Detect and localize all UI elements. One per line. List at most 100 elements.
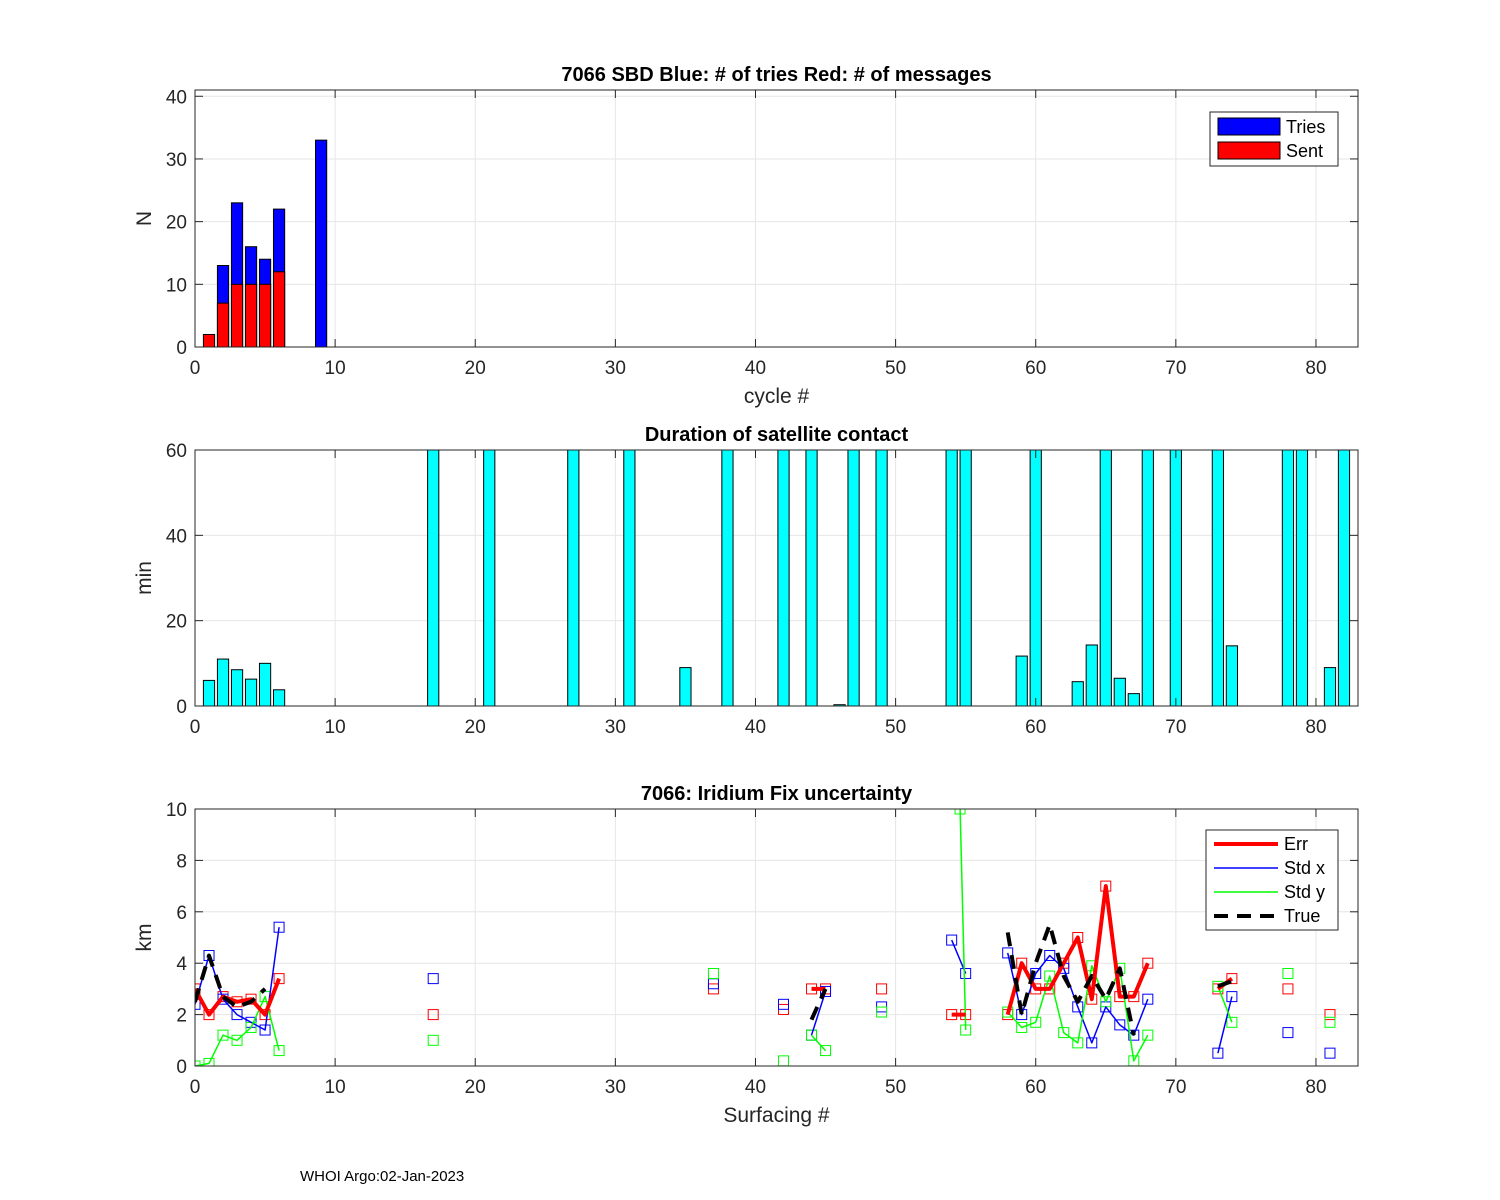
bar-sent (258, 283, 272, 348)
x-tick-label: 50 (885, 1077, 906, 1098)
legend-label-err: Err (1284, 834, 1308, 854)
bar-duration (1127, 693, 1140, 707)
x-axis-label: Surfacing # (723, 1104, 830, 1127)
legend-label-tries: Tries (1286, 117, 1325, 137)
legend-label-std-x: Std x (1284, 858, 1325, 878)
bar-duration (679, 667, 692, 707)
x-tick-label: 80 (1305, 358, 1326, 379)
bar-duration (483, 449, 496, 707)
line-true (195, 922, 1233, 1036)
sbd-tries-chart: 0 10 20 30 40 50 60 70 80 0 10 20 30 40 7066 SBD Blue:… (133, 64, 1359, 408)
bar-duration (216, 658, 230, 707)
marker-std-x (1142, 993, 1154, 1005)
chart-title: 7066 SBD Blue: # of tries Red: # of mess… (561, 64, 991, 86)
plot-area (195, 450, 1358, 706)
bar-duration (623, 449, 636, 707)
marker-std-x (273, 921, 285, 933)
marker-std-x (1030, 967, 1042, 979)
bar-sent (272, 271, 286, 348)
marker-err (946, 1009, 958, 1021)
footer-text: WHOI Argo:02-Jan-2023 (300, 1168, 465, 1185)
marker-std-x (1044, 949, 1056, 961)
marker-std-y (1142, 1029, 1154, 1041)
bar-duration (244, 678, 258, 707)
legend-label-std-y: Std y (1284, 882, 1325, 902)
marker-std-x (1114, 1019, 1126, 1031)
bar-duration (1169, 449, 1182, 707)
chart-title: 7066: Iridium Fix uncertainty (641, 783, 913, 805)
bar-duration (721, 449, 734, 707)
marker-std-y (1030, 1016, 1042, 1028)
legend-swatch-sent (1217, 141, 1281, 160)
x-tick-label: 70 (1165, 717, 1186, 738)
marker-std-y (1226, 1016, 1238, 1028)
y-tick-label: 4 (176, 954, 187, 975)
marker-std-y (820, 1045, 832, 1057)
bar-duration (777, 449, 790, 707)
bar-duration (1225, 645, 1238, 707)
marker-std-y (1044, 970, 1056, 982)
chart-title: Duration of satellite contact (645, 424, 909, 446)
marker-std-x (1324, 1047, 1336, 1059)
x-tick-label: 30 (605, 717, 626, 738)
bar-duration (427, 449, 440, 707)
marker-std-y (203, 1057, 215, 1066)
marker-std-x (1086, 1037, 1098, 1049)
bar-duration (847, 449, 860, 707)
marker-std-y (1016, 1021, 1028, 1033)
marker-std-y (954, 809, 966, 815)
bar-duration (230, 669, 244, 707)
marker-std-y (707, 967, 719, 979)
bar-duration (1113, 677, 1126, 707)
plot-area (195, 809, 1358, 1066)
axes-box (194, 449, 1359, 707)
y-tick-label: 2 (176, 1006, 187, 1027)
marker-std-y (960, 1024, 972, 1036)
y-tick-label: 0 (176, 338, 187, 359)
marker-std-y (273, 1045, 285, 1057)
bar-duration (272, 689, 286, 707)
marker-err (876, 983, 888, 995)
bar-sent (230, 283, 244, 348)
y-tick-label: 10 (166, 800, 187, 821)
bar-duration (945, 449, 958, 707)
marker-std-x (1282, 1027, 1294, 1039)
x-tick-label: 10 (325, 717, 346, 738)
x-tick-label: 80 (1305, 717, 1326, 738)
marker-std-x (960, 967, 972, 979)
marker-std-y (231, 1034, 243, 1046)
marker-std-x (1002, 947, 1014, 959)
x-axis-label: cycle # (744, 385, 810, 408)
marker-std-y (245, 1021, 257, 1033)
bar-duration (1141, 449, 1154, 707)
marker-std-y (1282, 967, 1294, 979)
marker-err (1282, 983, 1294, 995)
marker-err (1226, 973, 1238, 985)
bar-tries (315, 139, 328, 348)
legend-swatch-tries (1217, 117, 1281, 136)
marker-err (960, 1009, 972, 1021)
x-tick-label: 70 (1165, 1077, 1186, 1098)
marker-err (1142, 957, 1154, 969)
x-tick-label: 60 (1025, 717, 1046, 738)
bar-sent (202, 333, 216, 348)
marker-std-y (1324, 1016, 1336, 1028)
bar-sent (244, 283, 258, 348)
bar-duration (1085, 644, 1098, 707)
marker-std-y (1002, 1006, 1014, 1018)
y-tick-label: 30 (166, 150, 187, 171)
bar-duration (959, 449, 972, 707)
x-tick-label: 20 (465, 717, 486, 738)
y-tick-label: 60 (166, 441, 187, 462)
x-tick-label: 0 (190, 358, 201, 379)
y-axis-label: min (133, 561, 156, 595)
bar-duration (1323, 667, 1337, 707)
x-tick-label: 0 (190, 717, 201, 738)
marker-std-y (1072, 1037, 1084, 1049)
marker-std-y (806, 1029, 818, 1041)
marker-std-x (946, 934, 958, 946)
y-tick-label: 8 (176, 851, 187, 872)
axes-box (194, 89, 1359, 348)
bar-duration (1211, 449, 1224, 707)
